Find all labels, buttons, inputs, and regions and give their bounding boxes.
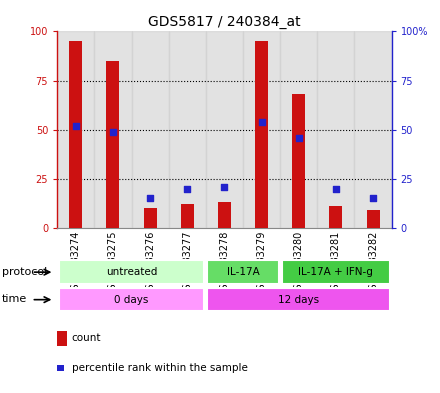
Bar	[282, 261, 390, 284]
Text: protocol: protocol	[2, 267, 48, 277]
Bar	[367, 210, 380, 228]
Bar	[206, 31, 243, 228]
Bar	[94, 31, 132, 228]
Bar	[57, 31, 94, 228]
Point	[72, 123, 79, 129]
Bar	[280, 31, 317, 228]
Bar	[69, 41, 82, 228]
Text: IL-17A + IFN-g: IL-17A + IFN-g	[298, 267, 373, 277]
Point	[221, 184, 228, 190]
Point	[332, 185, 339, 192]
Bar	[255, 41, 268, 228]
Text: time: time	[2, 294, 27, 305]
Bar	[317, 31, 355, 228]
Bar	[181, 204, 194, 228]
Bar	[106, 61, 119, 228]
Point	[258, 119, 265, 125]
Bar	[169, 31, 206, 228]
Text: 0 days: 0 days	[114, 295, 149, 305]
Point	[110, 129, 117, 135]
Text: 12 days: 12 days	[278, 295, 319, 305]
Text: untreated: untreated	[106, 267, 157, 277]
Point	[295, 134, 302, 141]
Bar	[292, 94, 305, 228]
Text: IL-17A: IL-17A	[227, 267, 259, 277]
Bar	[132, 31, 169, 228]
Bar	[59, 261, 204, 284]
Bar	[330, 206, 342, 228]
Bar	[207, 261, 279, 284]
Bar	[355, 31, 392, 228]
Bar	[59, 288, 204, 311]
Bar	[143, 208, 157, 228]
Text: count: count	[72, 333, 101, 343]
Point	[370, 195, 377, 202]
Text: percentile rank within the sample: percentile rank within the sample	[72, 363, 248, 373]
Point	[147, 195, 154, 202]
Bar	[243, 31, 280, 228]
Bar	[218, 202, 231, 228]
Bar	[207, 288, 390, 311]
Point	[184, 185, 191, 192]
Title: GDS5817 / 240384_at: GDS5817 / 240384_at	[148, 15, 301, 29]
